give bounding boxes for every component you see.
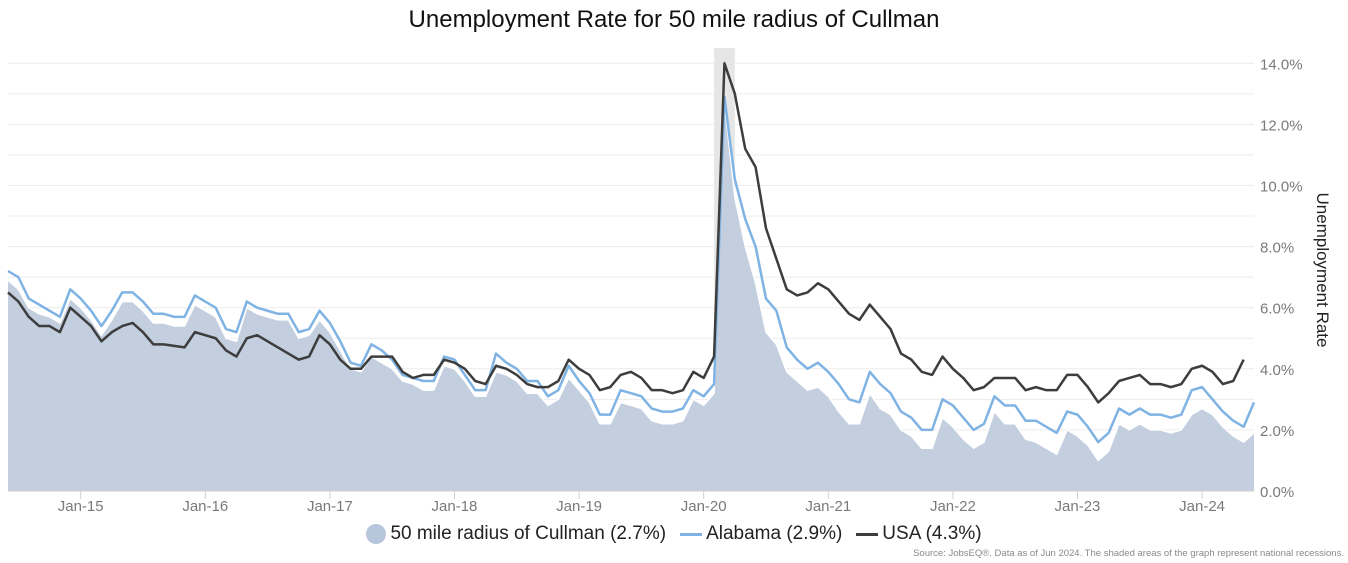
series-line-alabama <box>7 95 1256 444</box>
legend-swatch-usa <box>856 532 879 536</box>
y-tick-label: 8.0% <box>1260 240 1294 257</box>
series-area-cullman <box>8 102 1254 492</box>
x-tick-label: Jan-19 <box>556 498 602 515</box>
y-tick-label: 4.0% <box>1260 362 1294 379</box>
chart-title: Unemployment Rate for 50 mile radius of … <box>408 6 940 33</box>
x-tick-label: Jan-24 <box>1179 498 1225 515</box>
legend-item-cullman[interactable]: 50 mile radius of Cullman (2.7%) <box>366 523 666 545</box>
y-tick-label: 14.0% <box>1260 56 1303 73</box>
legend-item-usa[interactable]: USA (4.3%) <box>856 523 982 545</box>
legend-label-cullman: 50 mile radius of Cullman (2.7%) <box>390 523 667 544</box>
x-tick-label: Jan-21 <box>805 498 851 515</box>
legend-label-usa: USA (4.3%) <box>882 523 982 544</box>
y-tick-label: 10.0% <box>1260 178 1303 195</box>
y-tick-label: 0.0% <box>1260 484 1294 501</box>
y-tick-label: 2.0% <box>1260 423 1294 440</box>
y-tick-label: 12.0% <box>1260 117 1303 134</box>
series-line-usa <box>7 62 1245 404</box>
x-tick-label: Jan-20 <box>681 498 727 515</box>
x-tick-label: Jan-16 <box>182 498 228 515</box>
legend: 50 mile radius of Cullman (2.7%) Alabama… <box>0 523 1348 545</box>
x-tick-label: Jan-15 <box>58 498 104 515</box>
legend-swatch-alabama <box>680 532 703 536</box>
x-tick-label: Jan-22 <box>930 498 976 515</box>
y-axis-title: Unemployment Rate <box>1313 193 1332 348</box>
y-tick-label: 6.0% <box>1260 301 1294 318</box>
legend-item-alabama[interactable]: Alabama (2.9%) <box>680 523 842 545</box>
series-area-edge <box>7 102 1255 462</box>
legend-swatch-cullman <box>366 524 387 544</box>
x-tick-label: Jan-18 <box>432 498 478 515</box>
x-tick-label: Jan-23 <box>1055 498 1101 515</box>
legend-label-alabama: Alabama (2.9%) <box>706 523 843 544</box>
source-note: Source: JobsEQ®. Data as of Jun 2024. Th… <box>913 548 1344 559</box>
x-tick-label: Jan-17 <box>307 498 353 515</box>
